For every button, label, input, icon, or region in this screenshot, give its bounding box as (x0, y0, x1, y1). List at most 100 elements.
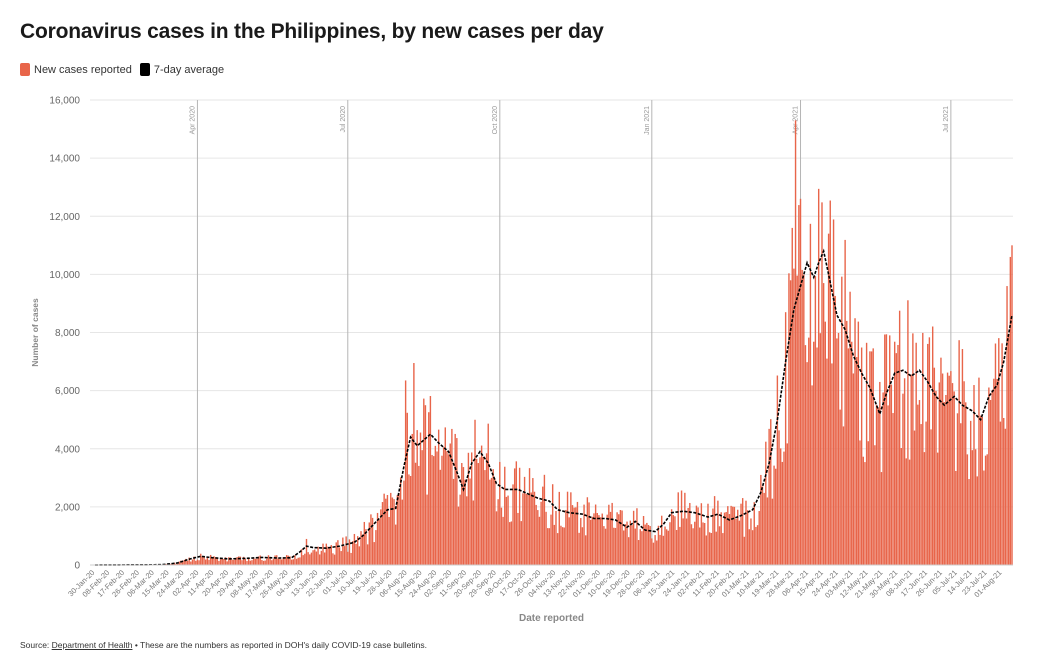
bar (950, 371, 952, 565)
bar (419, 432, 422, 565)
bar (725, 512, 727, 565)
bar (279, 558, 281, 565)
bar (665, 529, 668, 565)
bar (201, 556, 204, 565)
legend-swatch-new-cases (20, 63, 30, 76)
month-marker-label: Apr 2021 (793, 106, 800, 135)
bar (908, 459, 911, 565)
legend-swatch-7day-average (139, 63, 150, 76)
bar (644, 524, 646, 565)
legend-item-7day-average[interactable]: 7-day average (139, 63, 225, 76)
bar (918, 400, 921, 565)
bar (302, 555, 304, 565)
bar (789, 280, 792, 565)
bar (849, 291, 851, 565)
bar (406, 412, 408, 565)
bar (632, 510, 635, 565)
bar (855, 357, 858, 565)
bar (436, 451, 438, 565)
bar (971, 450, 974, 565)
bar (548, 528, 551, 565)
bar (852, 373, 855, 565)
bar (368, 522, 370, 565)
bar (285, 555, 288, 565)
bar (404, 380, 407, 565)
bar (880, 472, 883, 565)
legend-label-new-cases: New cases reported (34, 63, 132, 76)
bar (566, 491, 569, 565)
bar (961, 349, 964, 565)
bar (941, 373, 944, 565)
legend-label-7day-average: 7-day average (153, 63, 225, 76)
bar (527, 494, 529, 565)
bar (328, 546, 331, 565)
bar (885, 334, 888, 565)
bar (487, 423, 489, 565)
bar (1009, 256, 1012, 565)
bar (282, 557, 285, 565)
bar (454, 433, 456, 565)
bar (307, 552, 309, 565)
bar (854, 318, 856, 565)
bar (677, 492, 679, 565)
bar (449, 443, 451, 565)
bar (634, 528, 636, 565)
bar (619, 510, 622, 565)
bar (998, 338, 1000, 565)
bar (877, 407, 879, 565)
bar (730, 505, 732, 565)
bar (994, 343, 997, 565)
bar (761, 486, 764, 565)
bar (251, 560, 253, 565)
bar (252, 558, 255, 565)
bar (609, 511, 612, 565)
bar (806, 362, 808, 565)
bar (380, 509, 382, 565)
bar (917, 404, 919, 565)
legend-item-new-cases[interactable]: New cases reported (20, 63, 132, 76)
bar (489, 479, 491, 565)
bar (176, 563, 179, 565)
bar (804, 345, 807, 565)
bar (175, 563, 177, 565)
bar (722, 533, 724, 565)
bar (656, 540, 658, 565)
bar (723, 512, 726, 565)
bar (181, 562, 184, 565)
bar (423, 398, 425, 565)
bar (299, 557, 301, 565)
bar (421, 450, 423, 565)
bar (208, 559, 210, 565)
bar (626, 521, 628, 565)
bar (456, 438, 458, 565)
bar (864, 462, 866, 565)
bar (865, 342, 868, 565)
bar (183, 559, 185, 565)
bar (553, 524, 556, 565)
bar (581, 527, 584, 565)
bar (684, 492, 686, 565)
bar (196, 559, 199, 565)
bar (535, 504, 537, 565)
bar (631, 525, 633, 565)
bar (621, 510, 623, 565)
y-tick-label: 8,000 (55, 328, 80, 339)
bar (979, 415, 982, 565)
source-link[interactable]: Department of Health (51, 640, 133, 650)
bar (601, 513, 603, 565)
bar (492, 469, 494, 565)
bar (654, 535, 656, 565)
bar (936, 452, 939, 565)
bar (342, 537, 344, 565)
bar (558, 491, 560, 565)
bar (471, 452, 473, 565)
bar (946, 372, 949, 565)
bar (243, 556, 245, 565)
bar (974, 449, 977, 565)
bar (254, 558, 256, 565)
bar (685, 518, 688, 565)
bar (292, 559, 294, 565)
bar (766, 497, 769, 565)
bar (495, 511, 498, 565)
bar (765, 441, 767, 565)
